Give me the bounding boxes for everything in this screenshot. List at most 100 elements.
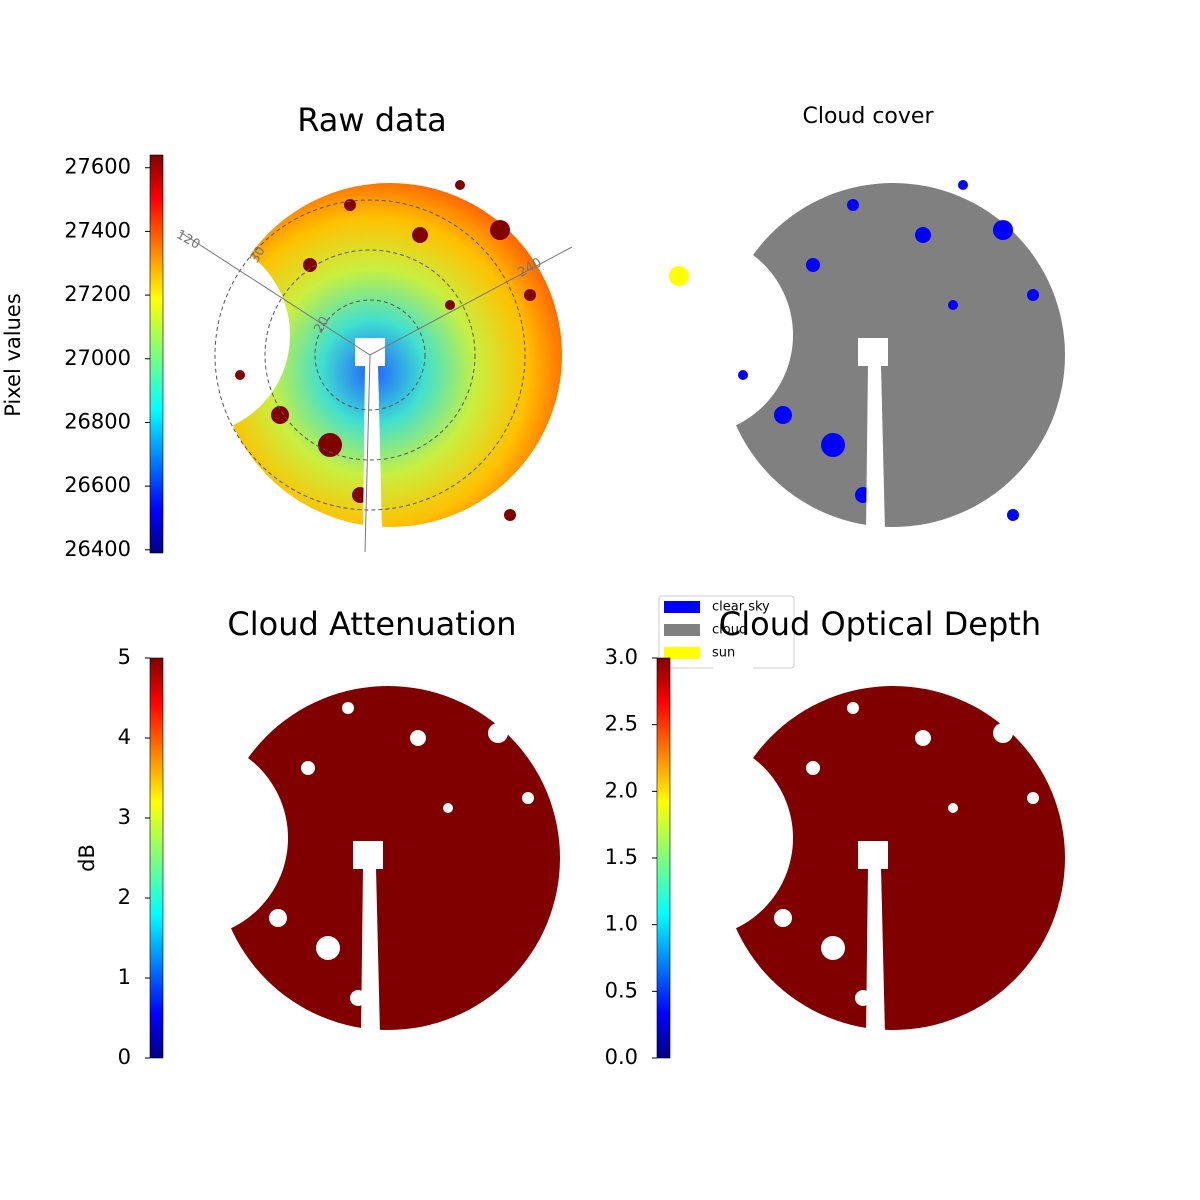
colorbar [656,657,671,1059]
colorbar-tick-label: 3 [118,805,131,829]
cloud-patch [958,683,968,693]
cloud-patch [488,723,508,743]
colorbar-tick-label: 5 [118,645,131,669]
cloud-patch [443,803,453,813]
cloud-patch [847,199,859,211]
cloud-patch [958,180,968,190]
colorbar-tick-label: 1.0 [605,912,638,936]
legend-label: clear sky [712,600,770,615]
panel-title: Cloud Optical Depth [719,605,1041,643]
polar-ring [314,299,426,411]
horizon-mask [833,658,1033,678]
legend-swatch [664,601,700,613]
cloud-patch [235,370,245,380]
cloud-patch [524,289,536,301]
camera-arm [858,338,888,366]
horizon-mask [593,235,793,435]
sky-image [90,155,562,532]
cloud-patch [847,702,859,714]
polar-spoke [369,246,573,356]
colorbar-tick-label: 4 [118,725,131,749]
cloud-patch [455,180,465,190]
legend-label: cloud [712,623,747,638]
cloud-patch [318,433,342,457]
sky-image [593,658,1065,1035]
sky-image [88,658,560,1035]
cloud-patch [738,873,748,883]
polar-spoke [364,354,371,553]
colorbar-tick-label: 0.5 [605,978,638,1002]
cloud-patch [316,936,340,960]
cloud-patch [342,702,354,714]
sky-disc [216,686,560,1030]
cloud-patch [993,220,1013,240]
cloud-patch [1027,792,1039,804]
panel-title: Raw data [297,101,447,139]
camera-arm [353,841,383,869]
polar-ring [214,199,526,511]
panel-title: Cloud Attenuation [227,605,516,643]
colorbar-tick-label: 0 [118,1045,131,1069]
camera-arm [866,365,885,532]
cloud-patch [504,509,516,521]
cloud-patch [1007,1012,1019,1024]
sky-disc [721,686,1065,1030]
colorbar-tick-label: 27600 [64,155,131,179]
sky-disc [721,183,1065,527]
colorbar-tick-label: 26400 [64,537,131,561]
camera-arm [363,365,382,532]
colorbar [149,154,164,554]
cloud-patch [915,730,931,746]
cloud-patch [410,730,426,746]
cloud-patch [948,300,958,310]
cloud-patch [821,433,845,457]
cloud-patch [271,406,289,424]
polar-spoke [179,231,371,356]
sun-marker [669,266,689,286]
cloud-patch [738,370,748,380]
cloud-patch [806,761,820,775]
colorbar-tick-label: 27400 [64,218,131,242]
colorbar-tick-label: 27000 [64,346,131,370]
cloud-patch [269,909,287,927]
cloud-patch [453,683,463,693]
colorbar-tick-label: 2.5 [605,712,638,736]
colorbar [149,657,164,1059]
horizon-mask [833,155,1033,175]
horizon-mask [208,658,248,878]
horizon-mask [713,658,753,878]
cloud-patch [502,1012,514,1024]
cloud-patch [490,220,510,240]
cloud-patch [522,792,534,804]
sky-disc [218,183,562,527]
colorbar-tick-label: 27200 [64,282,131,306]
horizon-mask [713,155,753,375]
cloud-patch [233,873,243,883]
cloud-patch [445,300,455,310]
cloud-patch [412,227,428,243]
cloud-patch [774,909,792,927]
cloud-patch [915,227,931,243]
horizon-mask [328,658,528,678]
colorbar-tick-label: 0.0 [605,1045,638,1069]
colorbar-label: Pixel values [1,293,25,417]
camera-arm [858,841,888,869]
colorbar-tick-label: 26800 [64,409,131,433]
horizon-mask [330,155,530,175]
colorbar-tick-label: 26600 [64,473,131,497]
polar-ring [264,249,476,461]
cloud-patch [993,723,1013,743]
camera-arm [361,868,380,1035]
cloud-patch [1007,509,1019,521]
cloud-patch [344,199,356,211]
legend-label: sun [712,646,735,661]
colorbar-tick-label: 1 [118,965,131,989]
colorbar-tick-label: 1.5 [605,845,638,869]
cloud-patch [774,406,792,424]
colorbar-tick-label: 2 [118,885,131,909]
sky-image [593,155,1065,532]
cloud-patch [1027,289,1039,301]
cloud-patch [948,803,958,813]
panel-title: Cloud cover [803,104,935,129]
